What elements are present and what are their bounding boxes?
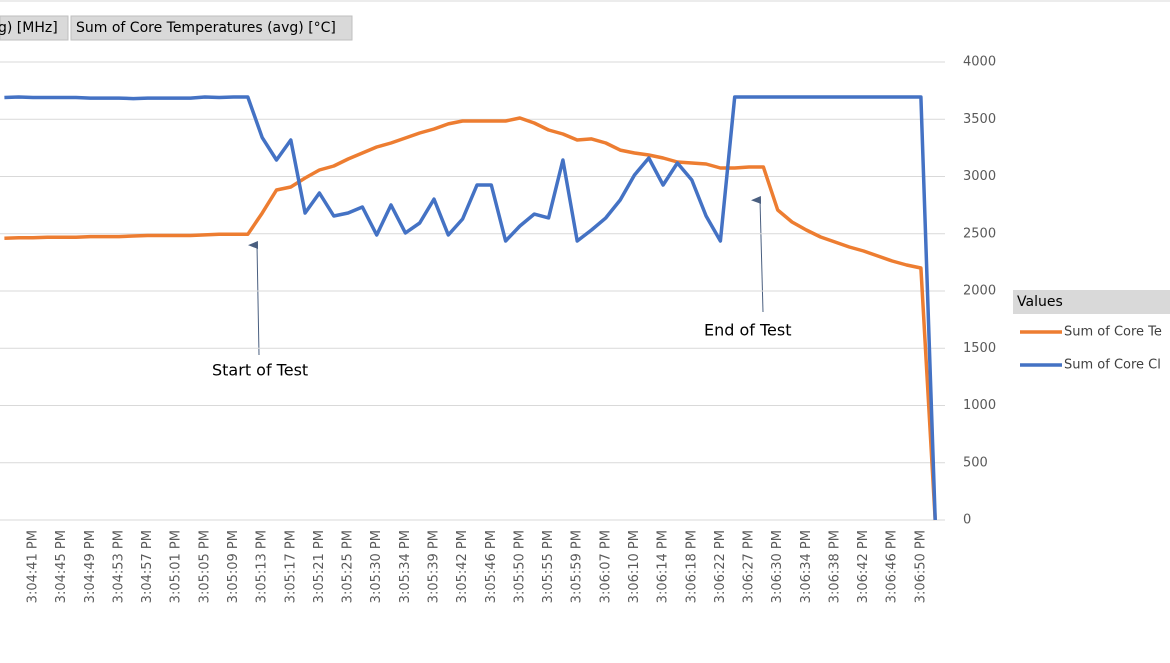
- field-button[interactable]: [70, 15, 353, 41]
- x-tick-label: 3:05:55 PM: [541, 530, 556, 603]
- y-tick-label: 0: [963, 513, 971, 528]
- field-button[interactable]: [0, 15, 69, 41]
- series-line: [4, 116, 937, 521]
- x-tick-label: 3:06:14 PM: [656, 530, 671, 603]
- annotation-arrow: [751, 195, 764, 313]
- x-tick-label: 3:04:41 PM: [26, 530, 41, 603]
- y-tick-label: 2500: [963, 226, 996, 241]
- x-tick-label: 3:04:45 PM: [54, 530, 69, 603]
- x-tick-label: 3:05:05 PM: [197, 530, 212, 603]
- x-tick-label: 3:06:27 PM: [742, 530, 757, 603]
- x-tick-label: 3:05:17 PM: [283, 530, 298, 603]
- x-tick-label: 3:06:30 PM: [770, 530, 785, 603]
- x-tick-label: 3:05:50 PM: [512, 530, 527, 603]
- x-tick-label: 3:05:46 PM: [484, 530, 499, 603]
- x-tick-label: 3:05:21 PM: [312, 530, 327, 603]
- legend-header: [1013, 290, 1170, 314]
- annotation-arrow: [248, 240, 260, 356]
- x-tick-label: 3:05:09 PM: [226, 530, 241, 603]
- x-tick-label: 3:05:25 PM: [341, 530, 356, 603]
- x-tick-label: 3:06:38 PM: [827, 530, 842, 603]
- x-tick-label: 3:04:57 PM: [140, 530, 155, 603]
- legend-title: Values: [1017, 294, 1063, 310]
- x-tick-label: 3:04:53 PM: [111, 530, 126, 603]
- x-tick-label: 3:05:34 PM: [398, 530, 413, 603]
- x-tick-label: 3:06:10 PM: [627, 530, 642, 603]
- y-tick-label: 3000: [963, 169, 996, 184]
- x-tick-label: 3:06:50 PM: [913, 530, 928, 603]
- x-tick-label: 3:05:39 PM: [427, 530, 442, 603]
- x-tick-label: 3:06:42 PM: [856, 530, 871, 603]
- legend-label: Sum of Core Cl: [1064, 358, 1161, 373]
- series-line: [4, 95, 937, 521]
- x-tick-label: 3:06:18 PM: [684, 530, 699, 603]
- x-tick-label: 3:05:59 PM: [570, 530, 585, 603]
- field-button-label: g) [MHz]: [0, 20, 58, 36]
- y-tick-label: 3500: [963, 112, 996, 127]
- x-tick-label: 3:05:13 PM: [255, 530, 270, 603]
- x-tick-label: 3:06:07 PM: [598, 530, 613, 603]
- y-tick-label: 1500: [963, 341, 996, 356]
- annotation: End of Test: [704, 321, 792, 340]
- x-tick-label: 3:04:49 PM: [83, 530, 98, 603]
- x-tick-label: 3:06:46 PM: [885, 530, 900, 603]
- y-tick-label: 1000: [963, 398, 996, 413]
- legend-label: Sum of Core Te: [1064, 325, 1162, 340]
- y-tick-label: 2000: [963, 284, 996, 299]
- annotation: Start of Test: [212, 361, 308, 380]
- y-tick-label: 4000: [963, 55, 996, 70]
- x-tick-label: 3:05:01 PM: [169, 530, 184, 603]
- y-tick-label: 500: [963, 455, 988, 470]
- x-tick-label: 3:05:42 PM: [455, 530, 470, 603]
- x-tick-label: 3:06:22 PM: [713, 530, 728, 603]
- field-button-label: Sum of Core Temperatures (avg) [°C]: [76, 20, 336, 36]
- x-tick-label: 3:05:30 PM: [369, 530, 384, 603]
- x-tick-label: 3:06:34 PM: [799, 530, 814, 603]
